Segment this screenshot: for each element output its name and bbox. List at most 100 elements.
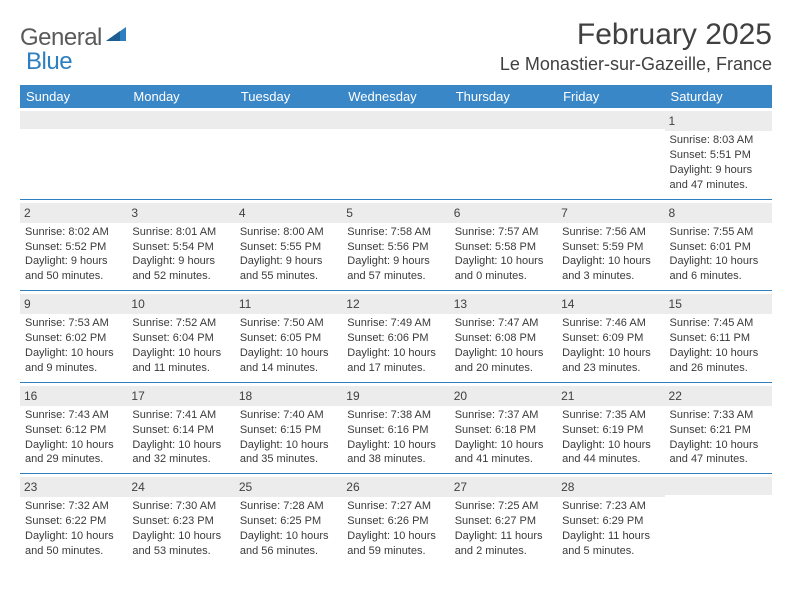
day-number: 20 (450, 386, 557, 406)
weekday-header: Wednesday (342, 85, 449, 108)
day-info: Sunrise: 7:45 AMSunset: 6:11 PMDaylight:… (670, 316, 767, 375)
daylight-text: Daylight: 9 hours and 47 minutes. (670, 163, 767, 193)
sunset-text: Sunset: 6:11 PM (670, 331, 767, 346)
day-number (127, 111, 234, 129)
calendar-day-cell (127, 108, 234, 199)
sunset-text: Sunset: 5:52 PM (25, 240, 122, 255)
day-number: 8 (665, 203, 772, 223)
calendar-week-row: 1Sunrise: 8:03 AMSunset: 5:51 PMDaylight… (20, 108, 772, 199)
sunrise-text: Sunrise: 8:00 AM (240, 225, 337, 240)
daylight-text: Daylight: 11 hours and 2 minutes. (455, 529, 552, 559)
daylight-text: Daylight: 10 hours and 11 minutes. (132, 346, 229, 376)
day-number: 6 (450, 203, 557, 223)
day-info: Sunrise: 7:57 AMSunset: 5:58 PMDaylight:… (455, 225, 552, 284)
calendar-day-cell: 8Sunrise: 7:55 AMSunset: 6:01 PMDaylight… (665, 199, 772, 291)
day-number: 15 (665, 294, 772, 314)
weekday-header: Tuesday (235, 85, 342, 108)
daylight-text: Daylight: 10 hours and 3 minutes. (562, 254, 659, 284)
sunset-text: Sunset: 6:21 PM (670, 423, 767, 438)
day-info: Sunrise: 7:40 AMSunset: 6:15 PMDaylight:… (240, 408, 337, 467)
day-info: Sunrise: 7:53 AMSunset: 6:02 PMDaylight:… (25, 316, 122, 375)
sunrise-text: Sunrise: 7:37 AM (455, 408, 552, 423)
sunrise-text: Sunrise: 7:23 AM (562, 499, 659, 514)
calendar-header-row: Sunday Monday Tuesday Wednesday Thursday… (20, 85, 772, 108)
day-number: 3 (127, 203, 234, 223)
day-number (450, 111, 557, 129)
calendar-day-cell (450, 108, 557, 199)
day-number (665, 477, 772, 495)
day-info: Sunrise: 7:30 AMSunset: 6:23 PMDaylight:… (132, 499, 229, 558)
day-info: Sunrise: 7:27 AMSunset: 6:26 PMDaylight:… (347, 499, 444, 558)
sunrise-text: Sunrise: 7:49 AM (347, 316, 444, 331)
calendar-day-cell: 23 Sunrise: 7:32 AMSunset: 6:22 PMDayligh… (20, 474, 127, 565)
calendar-day-cell (235, 108, 342, 199)
day-number: 26 (342, 477, 449, 497)
month-title: February 2025 (500, 18, 772, 52)
calendar-day-cell: 4 Sunrise: 8:00 AMSunset: 5:55 PMDaylight… (235, 199, 342, 291)
day-info: Sunrise: 7:28 AMSunset: 6:25 PMDaylight:… (240, 499, 337, 558)
daylight-text: Daylight: 9 hours and 52 minutes. (132, 254, 229, 284)
sunset-text: Sunset: 6:12 PM (25, 423, 122, 438)
day-number: 17 (127, 386, 234, 406)
daylight-text: Daylight: 10 hours and 17 minutes. (347, 346, 444, 376)
calendar-day-cell: 2Sunrise: 8:02 AMSunset: 5:52 PMDaylight… (20, 199, 127, 291)
day-number (342, 111, 449, 129)
day-number: 13 (450, 294, 557, 314)
day-number: 9 (20, 294, 127, 314)
daylight-text: Daylight: 9 hours and 55 minutes. (240, 254, 337, 284)
day-info: Sunrise: 7:35 AMSunset: 6:19 PMDaylight:… (562, 408, 659, 467)
sunset-text: Sunset: 6:19 PM (562, 423, 659, 438)
sunrise-text: Sunrise: 7:58 AM (347, 225, 444, 240)
calendar-week-row: 2Sunrise: 8:02 AMSunset: 5:52 PMDaylight… (20, 199, 772, 291)
day-number: 12 (342, 294, 449, 314)
sunset-text: Sunset: 6:01 PM (670, 240, 767, 255)
sunset-text: Sunset: 5:55 PM (240, 240, 337, 255)
sunset-text: Sunset: 6:18 PM (455, 423, 552, 438)
sunrise-text: Sunrise: 7:46 AM (562, 316, 659, 331)
day-number: 1 (665, 111, 772, 131)
daylight-text: Daylight: 10 hours and 20 minutes. (455, 346, 552, 376)
sunrise-text: Sunrise: 7:33 AM (670, 408, 767, 423)
daylight-text: Daylight: 10 hours and 29 minutes. (25, 438, 122, 468)
day-info: Sunrise: 7:50 AMSunset: 6:05 PMDaylight:… (240, 316, 337, 375)
day-number (20, 111, 127, 129)
calendar-day-cell: 12Sunrise: 7:49 AMSunset: 6:06 PMDayligh… (342, 291, 449, 383)
day-info: Sunrise: 7:38 AMSunset: 6:16 PMDaylight:… (347, 408, 444, 467)
calendar-day-cell: 3Sunrise: 8:01 AMSunset: 5:54 PMDaylight… (127, 199, 234, 291)
daylight-text: Daylight: 10 hours and 59 minutes. (347, 529, 444, 559)
calendar-day-cell: 17Sunrise: 7:41 AMSunset: 6:14 PMDayligh… (127, 382, 234, 474)
logo-row2: Blue (26, 48, 72, 76)
header: General February 2025 Le Monastier-sur-G… (20, 18, 772, 75)
sunrise-text: Sunrise: 7:32 AM (25, 499, 122, 514)
calendar-day-cell: 6Sunrise: 7:57 AMSunset: 5:58 PMDaylight… (450, 199, 557, 291)
day-info: Sunrise: 7:52 AMSunset: 6:04 PMDaylight:… (132, 316, 229, 375)
sunrise-text: Sunrise: 7:27 AM (347, 499, 444, 514)
sunset-text: Sunset: 5:59 PM (562, 240, 659, 255)
day-number: 4 (235, 203, 342, 223)
day-info: Sunrise: 7:43 AMSunset: 6:12 PMDaylight:… (25, 408, 122, 467)
sunrise-text: Sunrise: 7:35 AM (562, 408, 659, 423)
daylight-text: Daylight: 10 hours and 14 minutes. (240, 346, 337, 376)
weekday-header: Sunday (20, 85, 127, 108)
daylight-text: Daylight: 10 hours and 32 minutes. (132, 438, 229, 468)
calendar-day-cell: 16Sunrise: 7:43 AMSunset: 6:12 PMDayligh… (20, 382, 127, 474)
day-number: 7 (557, 203, 664, 223)
calendar-day-cell: 25Sunrise: 7:28 AMSunset: 6:25 PMDayligh… (235, 474, 342, 565)
calendar-day-cell: 11Sunrise: 7:50 AMSunset: 6:05 PMDayligh… (235, 291, 342, 383)
day-info: Sunrise: 7:47 AMSunset: 6:08 PMDaylight:… (455, 316, 552, 375)
sunrise-text: Sunrise: 7:28 AM (240, 499, 337, 514)
day-number: 2 (20, 203, 127, 223)
sunset-text: Sunset: 6:22 PM (25, 514, 122, 529)
daylight-text: Daylight: 10 hours and 50 minutes. (25, 529, 122, 559)
sunrise-text: Sunrise: 7:43 AM (25, 408, 122, 423)
sunset-text: Sunset: 6:08 PM (455, 331, 552, 346)
sunset-text: Sunset: 6:27 PM (455, 514, 552, 529)
calendar-week-row: 23Sunrise: 7:32 AMSunset: 6:22 PMDayligh… (20, 474, 772, 565)
day-number: 24 (127, 477, 234, 497)
day-number: 23 (20, 477, 127, 497)
day-info: Sunrise: 7:46 AMSunset: 6:09 PMDaylight:… (562, 316, 659, 375)
daylight-text: Daylight: 10 hours and 9 minutes. (25, 346, 122, 376)
calendar-day-cell: 26Sunrise: 7:27 AMSunset: 6:26 PMDayligh… (342, 474, 449, 565)
logo-text-blue: Blue (26, 48, 72, 75)
daylight-text: Daylight: 10 hours and 26 minutes. (670, 346, 767, 376)
